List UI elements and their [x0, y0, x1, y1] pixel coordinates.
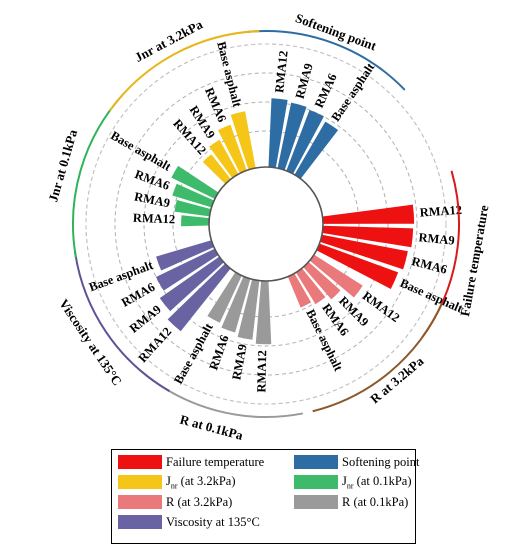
legend-label: Viscosity at 135°C — [166, 514, 260, 529]
bar — [156, 240, 214, 271]
category-label: RMA6 — [410, 254, 448, 277]
legend-item: Jnr (at 3.2kPa) — [118, 474, 236, 490]
legend-swatch — [118, 495, 162, 509]
legend-label: R (at 3.2kPa) — [166, 494, 233, 509]
bar — [218, 124, 247, 174]
legend-swatch — [118, 515, 162, 529]
group-label: Viscosity at 135°C — [56, 296, 125, 388]
bar — [287, 273, 312, 308]
inner-circle — [208, 166, 324, 282]
group-label: R at 0.1kPa — [178, 412, 245, 443]
legend-item: Jnr (at 0.1kPa) — [294, 474, 412, 490]
bar — [171, 165, 219, 199]
bar — [294, 121, 339, 179]
bar — [181, 215, 210, 227]
legend-item: Viscosity at 135°C — [118, 514, 260, 530]
legend-item: R (at 0.1kPa) — [294, 494, 408, 510]
bar — [286, 109, 324, 174]
category-label: RMA12 — [254, 350, 269, 393]
legend-swatch — [294, 475, 338, 489]
category-label: Base asphalt — [171, 320, 216, 386]
grid-circle — [114, 72, 418, 376]
bar — [155, 248, 219, 291]
category-label: RMA12 — [133, 211, 176, 227]
group-label: Softening point — [293, 10, 379, 53]
bar — [303, 261, 341, 300]
bar — [174, 199, 211, 217]
legend-label: Jnr (at 0.1kPa) — [342, 473, 412, 491]
bar — [230, 111, 256, 170]
category-label: RMA12 — [419, 203, 462, 220]
legend-label: Jnr (at 3.2kPa) — [166, 473, 236, 491]
legend-swatch — [294, 455, 338, 469]
bar — [309, 254, 363, 298]
bar — [320, 234, 408, 270]
legend-label: R (at 0.1kPa) — [342, 494, 409, 509]
category-label: RMA6 — [206, 333, 231, 372]
bar — [159, 256, 224, 312]
legend-item: R (at 3.2kPa) — [118, 494, 232, 510]
bar — [167, 263, 231, 332]
group-arc — [138, 368, 304, 418]
legend-label: Softening point — [342, 454, 420, 469]
grid-circle — [143, 101, 389, 347]
group-arc — [73, 250, 171, 393]
bar — [322, 204, 415, 224]
category-label: RMA12 — [272, 50, 290, 94]
chart-legend: Failure temperature Softening point Jnr (a… — [111, 449, 419, 544]
grid-circles — [85, 43, 447, 405]
bar — [237, 279, 260, 340]
category-label: RMA9 — [418, 230, 455, 247]
category-label: Base asphalt — [398, 276, 466, 316]
group-arc — [245, 30, 406, 91]
grid-circle — [172, 130, 360, 318]
bar — [207, 272, 242, 323]
legend-swatch — [118, 475, 162, 489]
bar — [221, 276, 251, 333]
category-label: RMA9 — [229, 343, 249, 381]
bar — [316, 243, 399, 289]
category-label: Base asphalt — [108, 128, 174, 174]
bar — [255, 280, 272, 345]
grid-circle — [85, 43, 447, 405]
group-arc — [312, 302, 444, 413]
bar — [172, 183, 215, 208]
group-label: Failure temperature — [457, 204, 491, 318]
group-arc — [72, 94, 124, 258]
bar — [295, 268, 326, 305]
bar — [209, 139, 239, 179]
legend-label: Failure temperature — [166, 454, 265, 469]
group-label: R at 3.2kPa — [367, 353, 427, 406]
bar — [202, 154, 231, 185]
group-arc — [109, 30, 260, 112]
bar — [277, 102, 307, 171]
legend-swatch — [118, 455, 162, 469]
bar — [268, 98, 288, 168]
legend-swatch — [294, 495, 338, 509]
category-label: RMA9 — [133, 189, 171, 210]
legend-item: Softening point — [294, 454, 419, 470]
legend-item: Failure temperature — [118, 454, 264, 470]
bar — [322, 225, 414, 248]
category-label: RMA9 — [293, 62, 316, 101]
